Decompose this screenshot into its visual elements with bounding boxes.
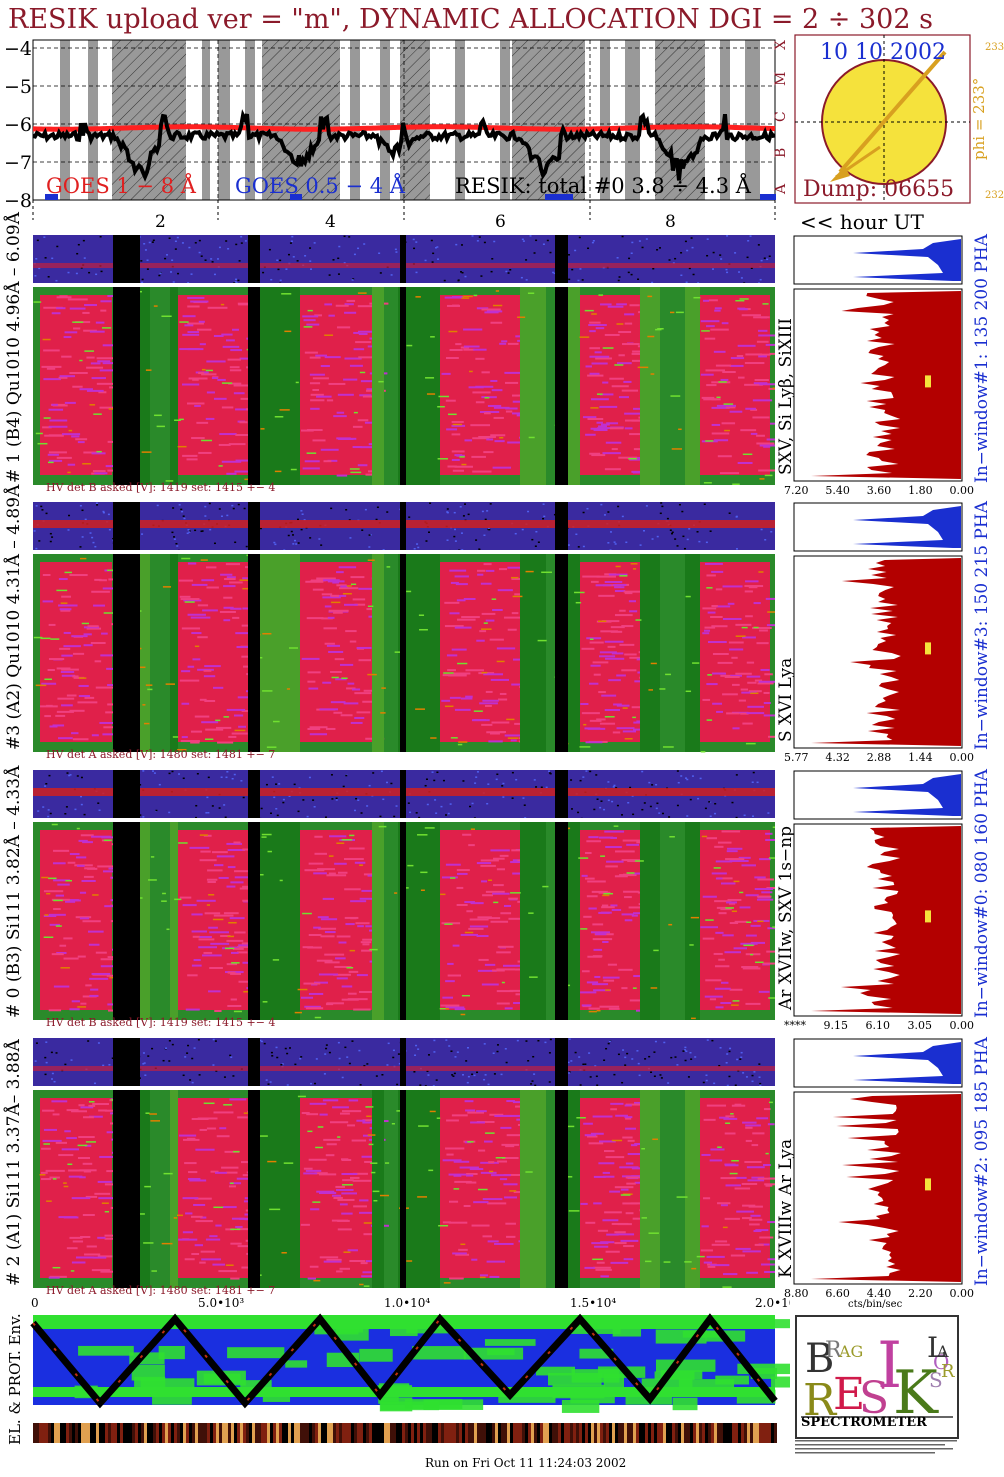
spectrogram-panel (33, 1038, 775, 1288)
phi-bottom: 232 (985, 190, 1004, 201)
spectrogram-panel (33, 770, 775, 1020)
svg-text:O: O (933, 1350, 949, 1374)
goes-ytick: −8 (4, 190, 32, 211)
hour-tick: 4 (325, 212, 336, 232)
goes-ytick: −5 (4, 76, 32, 98)
legend-goes054: GOES 0.5 − 4 Å (235, 174, 405, 198)
panel-window-label: In−window#3: 150 215 PHA (972, 501, 992, 750)
sun-disk-panel (794, 34, 971, 204)
goes-ytick: −4 (4, 38, 32, 60)
run-text: Run on Fri Oct 11 11:24:03 2002 (425, 1456, 627, 1470)
goes-ytick: −6 (4, 114, 32, 136)
goes-chart: −4 −5 −6 −7 −8 X M C B A (4, 38, 789, 211)
hour-label: << hour UT (800, 210, 924, 234)
resik-logo: B R AG R E S I K S O L A R SPECTROMETER (795, 1315, 959, 1439)
panel-hv: HV det B asked [V]: 1419 set: 1415 +− 4 (46, 1016, 276, 1029)
histogram-tick: 2.20 (908, 1287, 933, 1300)
legend-resik: RESIK: total #0 3.8 ÷ 4.3 Å (455, 174, 751, 198)
panel-hv: HV det B asked [V]: 1419 set: 1415 +− 4 (46, 481, 276, 494)
env-xtick: 1.0•10⁴ (384, 1296, 430, 1310)
page-title: RESIK upload ver = "m", DYNAMIC ALLOCATI… (8, 4, 933, 35)
svg-text:S: S (929, 1368, 943, 1392)
histogram-tick: **** (784, 1019, 806, 1032)
panel-histogram (793, 1038, 963, 1285)
histogram-tick: 5.77 (784, 751, 809, 764)
position-arrow (838, 50, 947, 174)
hour-tick: 6 (495, 212, 506, 232)
logo-credits (795, 1438, 957, 1456)
histogram-ticks: 8.80 6.60 4.40 2.20 0.00 (784, 1287, 974, 1300)
goes-class-label: M (773, 72, 789, 86)
env-xtick: 0 (31, 1296, 39, 1310)
goes-class-label: X (773, 40, 789, 50)
spectrogram-panel (33, 502, 775, 753)
panel-window-label: In−window#1: 135 200 PHA (972, 234, 992, 483)
env-xtick: 2.0•10⁴ (755, 1296, 790, 1310)
histogram-ticks: 5.77 4.32 2.88 1.44 0.00 (784, 751, 974, 764)
svg-text:E: E (833, 1369, 865, 1420)
histogram-tick: 1.44 (908, 751, 933, 764)
histogram-tick: 8.80 (784, 1287, 809, 1300)
panel-left-label: # 1 (B4) Qu1010 4.96Å – 6.09Å (4, 212, 24, 483)
goes-class-label: B (773, 148, 789, 158)
svg-text:I: I (877, 1329, 902, 1403)
goes-class-label: A (773, 183, 789, 195)
sun-date: 10 10 2002 (820, 40, 946, 65)
panel-left-label: # 2 (A1) Si111 3.37Å– 3.88Å (4, 1039, 24, 1286)
histogram-tick: 3.05 (907, 1019, 933, 1032)
histogram-ticks: 7.20 5.40 3.60 1.80 0.00 (784, 484, 974, 497)
svg-text:AG: AG (838, 1342, 863, 1361)
histogram-tick: 0.00 (949, 751, 975, 764)
logo-bottom: SPECTROMETER (801, 1415, 927, 1430)
env-left-label: EL. & PROT. Env. (6, 1313, 24, 1445)
histogram-tick: 5.40 (825, 484, 850, 497)
env-chart: 0 5.0•10³ 1.0•10⁴ 1.5•10⁴ 2.0•10⁴ (30, 1296, 790, 1443)
legend-goes18: GOES 1 − 8 Å (46, 174, 196, 198)
svg-text:L: L (927, 1331, 946, 1364)
histogram-tick: 4.40 (866, 1287, 892, 1300)
histogram-tick: 3.60 (866, 484, 892, 497)
panel-window-label: In−window#0: 080 160 PHA (972, 769, 992, 1018)
panel-window-label: In−window#2: 095 185 PHA (972, 1037, 992, 1286)
histogram-tick: 6.10 (865, 1019, 891, 1032)
histogram-tick: 2.88 (866, 751, 892, 764)
histogram-tick: 0.00 (949, 484, 975, 497)
histogram-tick: 0.00 (949, 1019, 975, 1032)
histogram-tick: 4.32 (825, 751, 850, 764)
histogram-tick: 7.20 (784, 484, 809, 497)
panel-hv: HV det A asked [V]: 1480 set: 1481 +− 7 (46, 1284, 276, 1297)
env-xtick: 1.5•10⁴ (570, 1296, 616, 1310)
panel-histogram (793, 770, 963, 1017)
histogram-unit: cts/bin/sec (848, 1299, 903, 1310)
goes-ytick: −7 (4, 152, 32, 174)
sun-frame (794, 34, 971, 204)
panel-left-label: #3 (A2) Qu1010 4.31Å – 4.89Å (4, 484, 24, 750)
spectrogram-panel (33, 235, 775, 485)
hour-tick: 8 (665, 212, 676, 232)
panel-hv: HV det A asked [V]: 1480 set: 1481 +− 7 (46, 748, 276, 761)
histogram-tick: 1.80 (908, 484, 933, 497)
goes-class-label: C (773, 111, 789, 122)
logo-b: B (805, 1336, 834, 1382)
panel-histogram (793, 502, 963, 749)
panel-histogram (793, 235, 963, 482)
histogram-ticks: **** 9.15 6.10 3.05 0.00 (784, 1019, 974, 1032)
histogram-tick: 0.00 (949, 1287, 975, 1300)
histogram-tick: 6.60 (825, 1287, 850, 1300)
svg-text:R: R (941, 1361, 955, 1382)
resik-series (32, 109, 776, 182)
hour-tick: 2 (155, 212, 166, 232)
panel-left-label: # 0 (B3) Si111 3.82Å – 4.33Å (4, 765, 24, 1018)
svg-text:S: S (859, 1373, 889, 1424)
phi-top: 233 (985, 42, 1004, 53)
phi-label: phi = 233° (970, 77, 988, 160)
dump-label: Dump: 06655 (803, 177, 955, 202)
svg-text:R: R (825, 1338, 843, 1363)
svg-text:A: A (936, 1342, 949, 1361)
env-xtick: 5.0•10³ (198, 1296, 244, 1310)
histogram-tick: 9.15 (823, 1019, 849, 1032)
